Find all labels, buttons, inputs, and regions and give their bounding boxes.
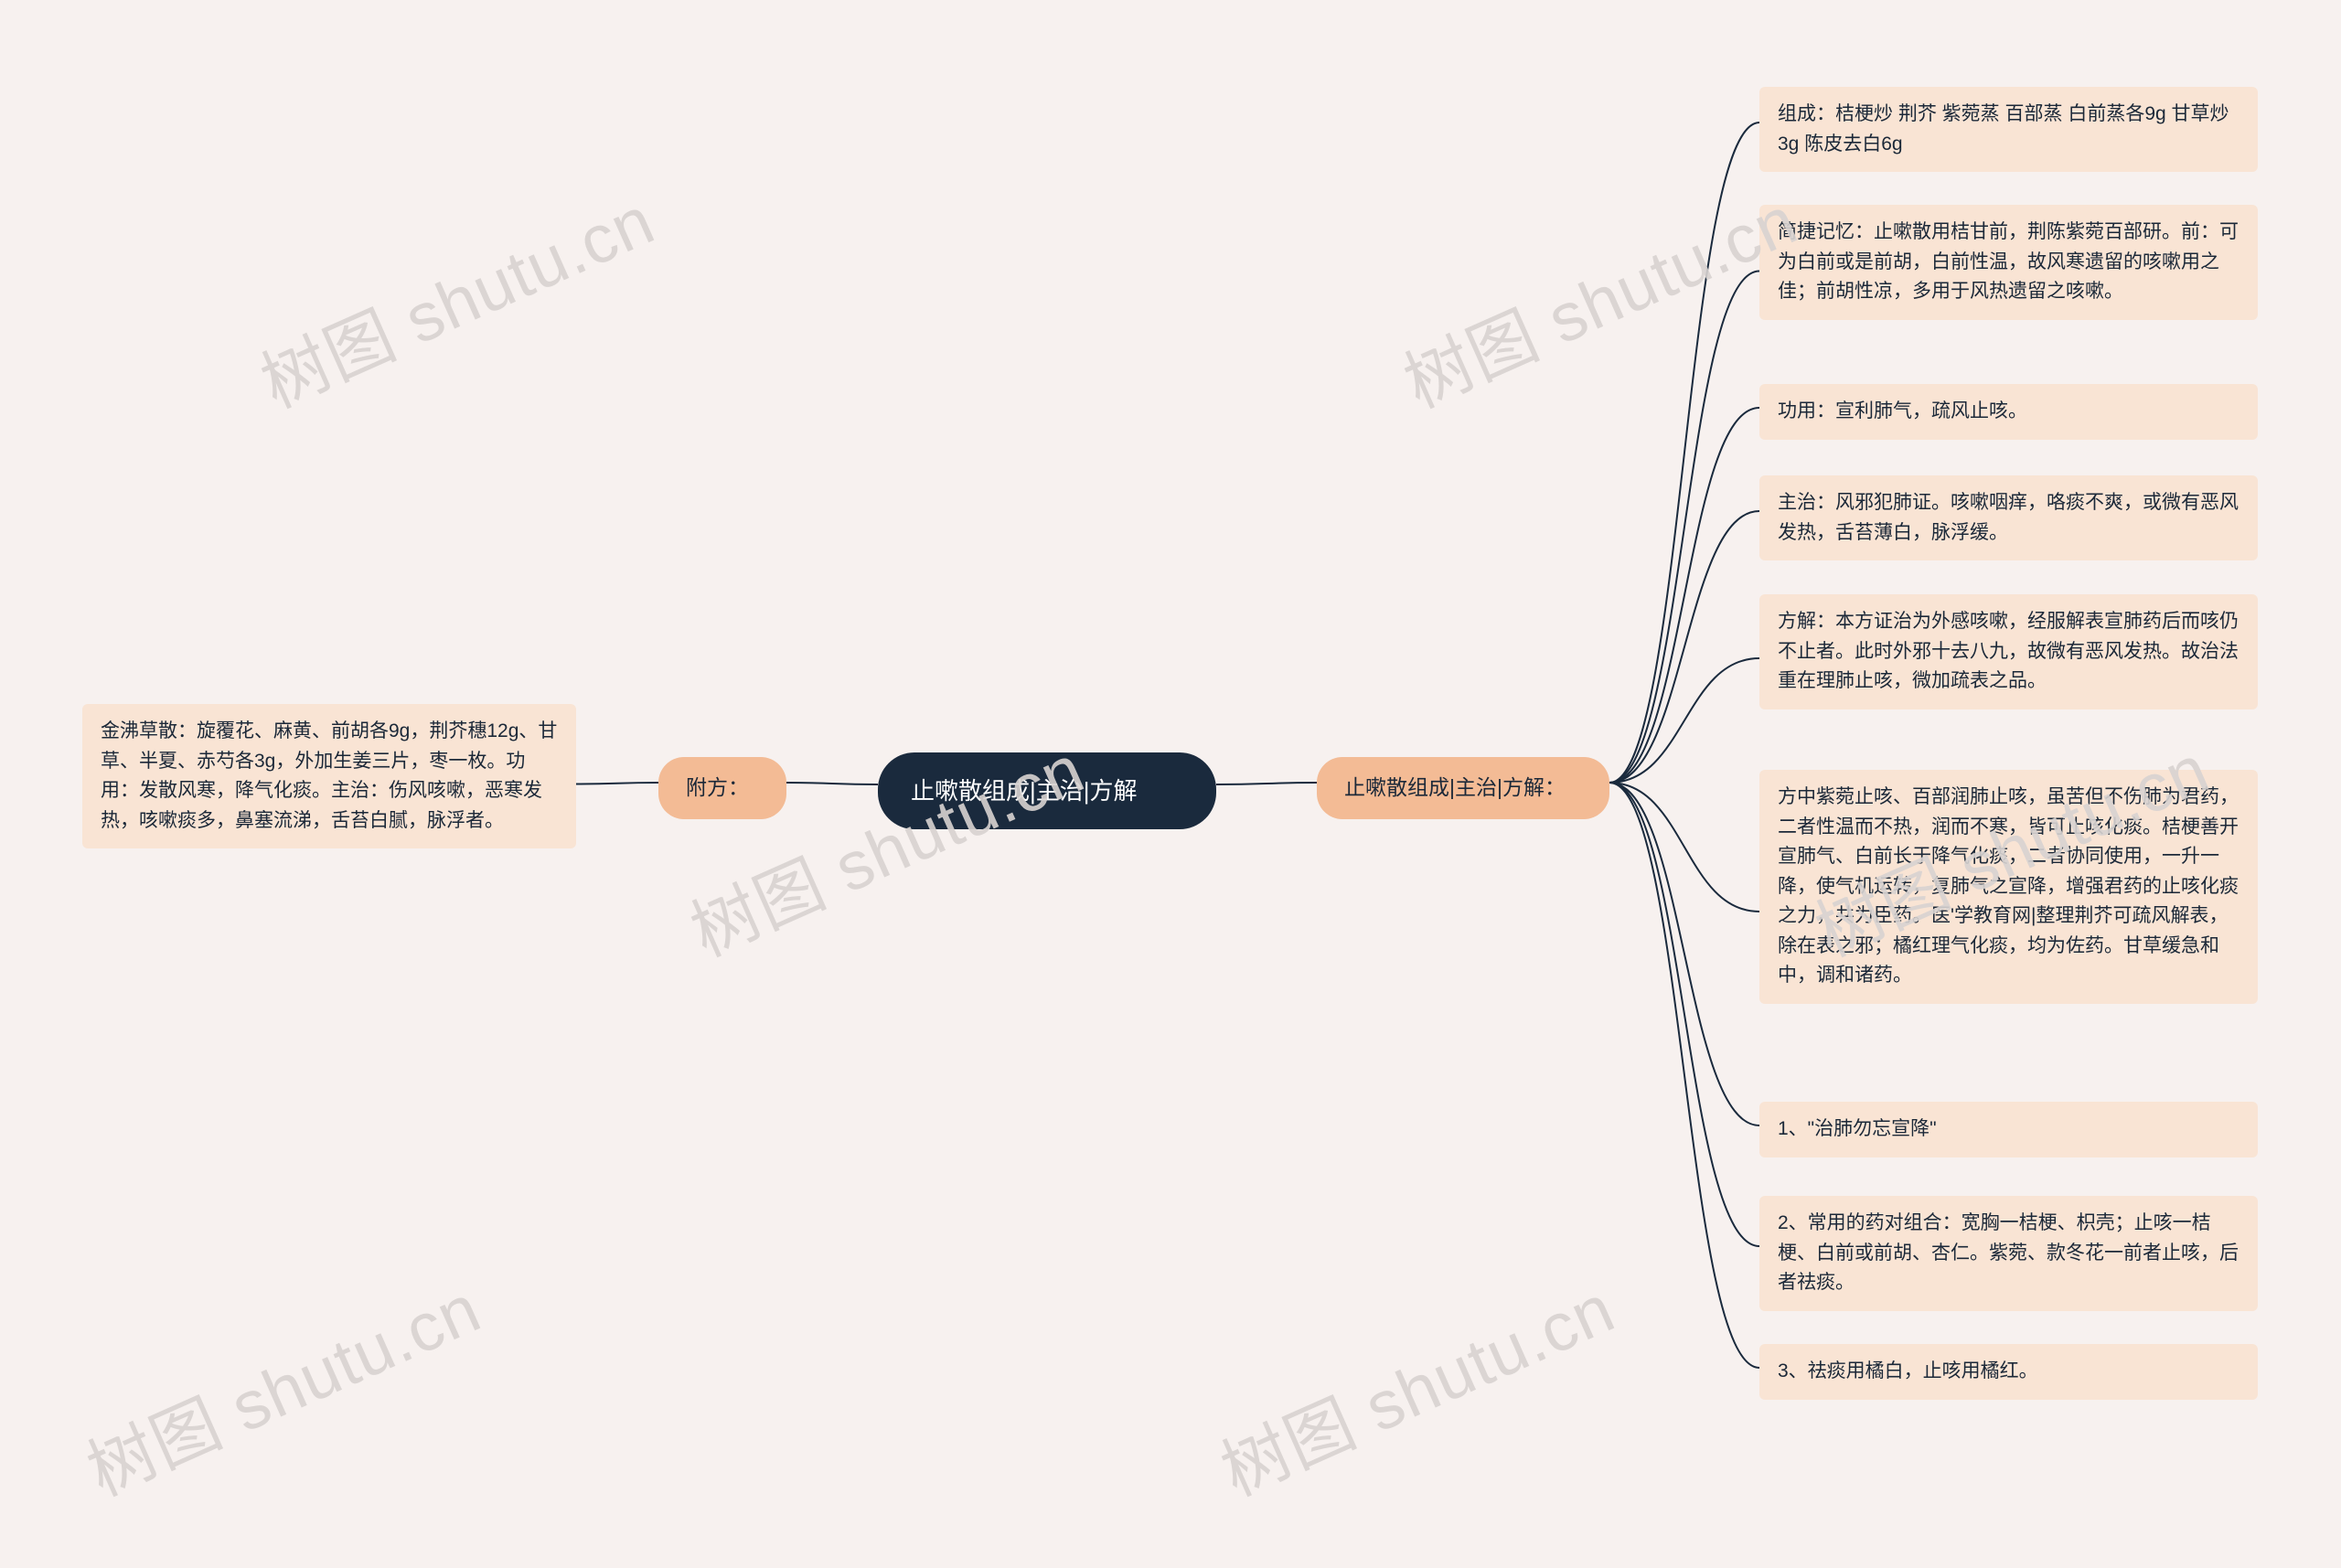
branch-right[interactable]: 止嗽散组成|主治|方解： <box>1317 757 1609 819</box>
leaf-left-0-text: 金沸草散：旋覆花、麻黄、前胡各9g，荆芥穗12g、甘草、半夏、赤芍各3g，外加生… <box>101 720 557 831</box>
leaf-right-8[interactable]: 3、祛痰用橘白，止咳用橘红。 <box>1759 1344 2258 1400</box>
leaf-right-0-text: 组成：桔梗炒 荆芥 紫菀蒸 百部蒸 白前蒸各9g 甘草炒3g 陈皮去白6g <box>1778 103 2229 155</box>
branch-left[interactable]: 附方： <box>658 757 786 819</box>
leaf-right-5-text: 方中紫菀止咳、百部润肺止咳，虽苦但不伤肺为君药，二者性温而不热，润而不寒，皆可止… <box>1778 786 2239 986</box>
leaf-right-0[interactable]: 组成：桔梗炒 荆芥 紫菀蒸 百部蒸 白前蒸各9g 甘草炒3g 陈皮去白6g <box>1759 87 2258 172</box>
branch-left-label: 附方： <box>686 775 749 799</box>
leaf-right-3[interactable]: 主治：风邪犯肺证。咳嗽咽痒，咯痰不爽，或微有恶风发热，舌苔薄白，脉浮缓。 <box>1759 475 2258 560</box>
root-node[interactable]: 止嗽散组成|主治|方解 <box>878 752 1216 829</box>
leaf-right-7[interactable]: 2、常用的药对组合：宽胸一桔梗、枳壳；止咳一桔梗、白前或前胡、杏仁。紫菀、款冬花… <box>1759 1196 2258 1311</box>
watermark: 树图 shutu.cn <box>243 166 667 427</box>
leaf-right-7-text: 2、常用的药对组合：宽胸一桔梗、枳壳；止咳一桔梗、白前或前胡、杏仁。紫菀、款冬花… <box>1778 1212 2239 1293</box>
leaf-right-1-text: 简捷记忆：止嗽散用桔甘前，荆陈紫菀百部研。前：可为白前或是前胡，白前性温，故风寒… <box>1778 221 2239 302</box>
watermark: 树图 shutu.cn <box>1203 1254 1627 1515</box>
leaf-right-4-text: 方解：本方证治为外感咳嗽，经服解表宣肺药后而咳仍不止者。此时外邪十去八九，故微有… <box>1778 611 2239 691</box>
leaf-right-1[interactable]: 简捷记忆：止嗽散用桔甘前，荆陈紫菀百部研。前：可为白前或是前胡，白前性温，故风寒… <box>1759 205 2258 320</box>
leaf-right-5[interactable]: 方中紫菀止咳、百部润肺止咳，虽苦但不伤肺为君药，二者性温而不热，润而不寒，皆可止… <box>1759 770 2258 1004</box>
root-label: 止嗽散组成|主治|方解 <box>911 777 1138 805</box>
leaf-right-3-text: 主治：风邪犯肺证。咳嗽咽痒，咯痰不爽，或微有恶风发热，舌苔薄白，脉浮缓。 <box>1778 492 2239 543</box>
watermark: 树图 shutu.cn <box>1386 166 1810 427</box>
watermark: 树图 shutu.cn <box>69 1254 493 1515</box>
leaf-right-6[interactable]: 1、"治肺勿忘宣降" <box>1759 1102 2258 1157</box>
leaf-right-8-text: 3、祛痰用橘白，止咳用橘红。 <box>1778 1360 2038 1381</box>
leaf-right-4[interactable]: 方解：本方证治为外感咳嗽，经服解表宣肺药后而咳仍不止者。此时外邪十去八九，故微有… <box>1759 594 2258 709</box>
branch-right-label: 止嗽散组成|主治|方解： <box>1344 775 1566 799</box>
leaf-left-0[interactable]: 金沸草散：旋覆花、麻黄、前胡各9g，荆芥穗12g、甘草、半夏、赤芍各3g，外加生… <box>82 704 576 848</box>
leaf-right-2[interactable]: 功用：宣利肺气，疏风止咳。 <box>1759 384 2258 440</box>
mindmap-canvas: 止嗽散组成|主治|方解 附方： 金沸草散：旋覆花、麻黄、前胡各9g，荆芥穗12g… <box>0 0 2341 1568</box>
leaf-right-2-text: 功用：宣利肺气，疏风止咳。 <box>1778 400 2027 421</box>
leaf-right-6-text: 1、"治肺勿忘宣降" <box>1778 1118 1937 1139</box>
